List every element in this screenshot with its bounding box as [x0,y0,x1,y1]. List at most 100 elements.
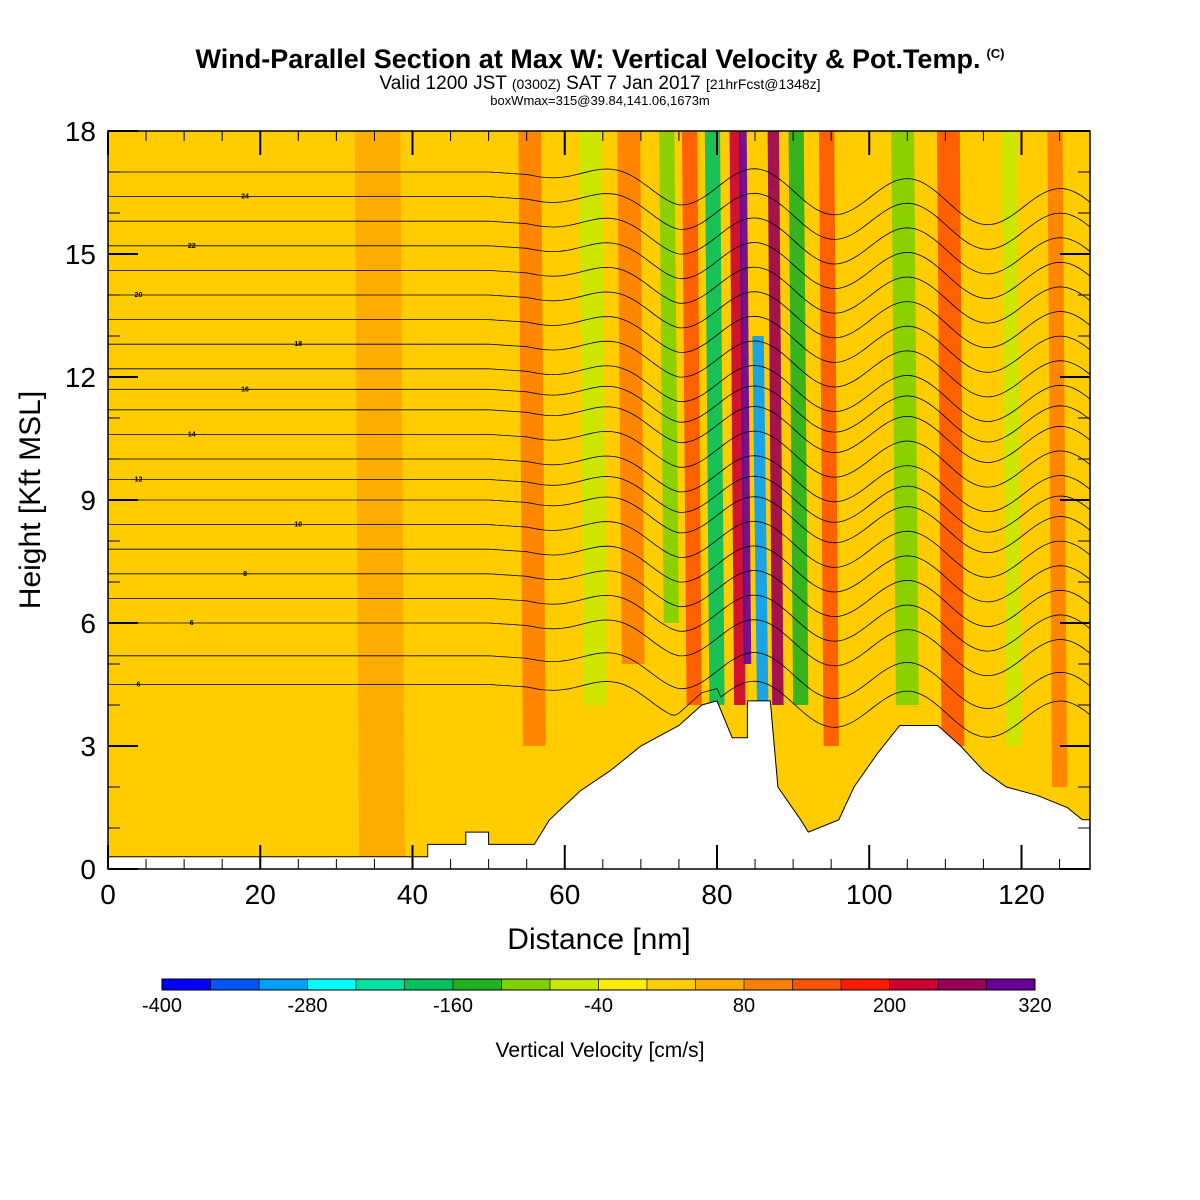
box-info: boxWmax=315@39.84,141.06,1673m [490,93,710,108]
y-tick-label: 0 [80,854,96,885]
colorbar-swatch [744,979,793,990]
theta-contour [108,266,1090,324]
theta-contour [108,365,1090,422]
theta-contour [108,475,1090,533]
y-tick-label: 3 [80,731,96,762]
velocity-band [752,336,769,705]
theta-contour [108,315,1090,373]
colorbar-swatch [647,979,696,990]
velocity-band [767,131,784,705]
x-axis: 0 20 40 60 80 100 120 [100,131,1061,910]
theta-contour [108,570,1090,627]
velocity-band [617,131,645,664]
colorbar-swatch [889,979,939,990]
y-axis: 0 3 6 9 12 15 18 [65,116,1090,885]
velocity-band [704,131,725,705]
contour-label: 14 [188,431,196,438]
theta-contour [108,652,1090,709]
theta-contour [108,192,1090,250]
colorbar-swatch [404,979,454,990]
theta-contour [108,168,1090,226]
colorbar-swatch [792,979,842,990]
colorbar: -400 -280 -160 -40 80 200 320 [142,978,1052,1017]
velocity-band [891,131,919,705]
valid-suffix: SAT 7 Jan 2017 [566,73,701,94]
contour-label: 18 [294,341,302,348]
colorbar-swatch [356,979,405,990]
title-text: Wind-Parallel Section at Max W: Vertical… [195,44,981,74]
valid-zulu: (0300Z) [511,76,561,92]
forecast-info: [21hrFcst@1348z] [705,76,821,92]
colorbar-tick-label: -280 [287,995,327,1017]
colorbar-tick-label: -400 [142,995,182,1017]
theta-contour [108,340,1090,398]
velocity-band [788,131,809,705]
colorbar-swatch [453,979,502,990]
colorbar-tick-label: 320 [1018,995,1051,1017]
y-tick-label: 18 [65,116,96,147]
contour-label: 16 [241,386,249,393]
velocity-band [518,131,546,746]
colorbar-swatch [259,979,308,990]
y-tick-label: 6 [80,608,96,639]
colorbar-tick-label: 80 [733,995,755,1017]
theta-contour [108,217,1090,275]
potential-temperature-contours: 6 6 8 10 12 14 16 18 20 22 24 [108,168,1090,738]
contour-label: 12 [135,477,143,484]
y-tick-label: 12 [65,362,96,393]
velocity-band [1001,131,1022,746]
colorbar-swatch [938,979,987,990]
x-tick-label: 80 [701,879,732,910]
theta-contour [108,430,1090,488]
colorbar-swatch [695,979,745,990]
valid-prefix: Valid 1200 JST [379,73,507,94]
x-tick-label: 100 [846,879,893,910]
theta-contour [108,242,1090,299]
theta-contour [108,619,1090,677]
velocity-band [659,131,679,623]
colorbar-swatch [598,979,648,990]
colorbar-swatch [986,979,1036,990]
x-tick-label: 40 [397,879,428,910]
x-axis-title: Distance [nm] [507,923,690,956]
colorbar-tick-label: 200 [873,995,906,1017]
contour-label: 10 [294,522,302,529]
theta-contour [108,291,1090,349]
theta-contour [108,385,1090,443]
valid-time: Valid 1200 JST (0300Z) SAT 7 Jan 2017 [2… [0,73,1200,95]
theta-contour [108,594,1090,652]
y-axis-title: Height [Kft MSL] [14,391,47,609]
colorbar-title: Vertical Velocity [cm/s] [496,1039,705,1062]
theta-contour [108,545,1090,603]
colorbar-tick-label: -40 [584,995,613,1017]
theta-contour [108,455,1090,513]
velocity-band [936,131,965,746]
velocity-band [579,131,607,705]
terrain-profile [107,700,1091,870]
copyright-mark: (C) [986,46,1005,61]
colorbar-swatch [307,979,357,990]
colorbar-swatch [210,979,260,990]
x-tick-label: 120 [998,879,1045,910]
contour-label: 22 [188,243,196,250]
x-tick-label: 0 [100,879,116,910]
colorbar-swatch [501,979,551,990]
theta-contour [108,496,1090,554]
y-tick-label: 9 [80,485,96,516]
colorbar-swatch [841,979,890,990]
chart-title: Wind-Parallel Section at Max W: Vertical… [0,44,1200,75]
colorbar-swatch [162,979,211,990]
theta-contour [108,406,1090,463]
y-tick-label: 15 [65,239,96,270]
x-tick-label: 20 [245,879,276,910]
contour-label: 8 [243,571,247,578]
contour-label: 24 [241,194,249,201]
theta-contour [108,680,1090,738]
contour-label: 20 [135,292,143,299]
x-tick-label: 60 [549,879,580,910]
contour-label: 6 [136,682,140,689]
colorbar-swatch [550,979,599,990]
colorbar-tick-label: -160 [433,995,473,1017]
terrain [107,700,1091,870]
